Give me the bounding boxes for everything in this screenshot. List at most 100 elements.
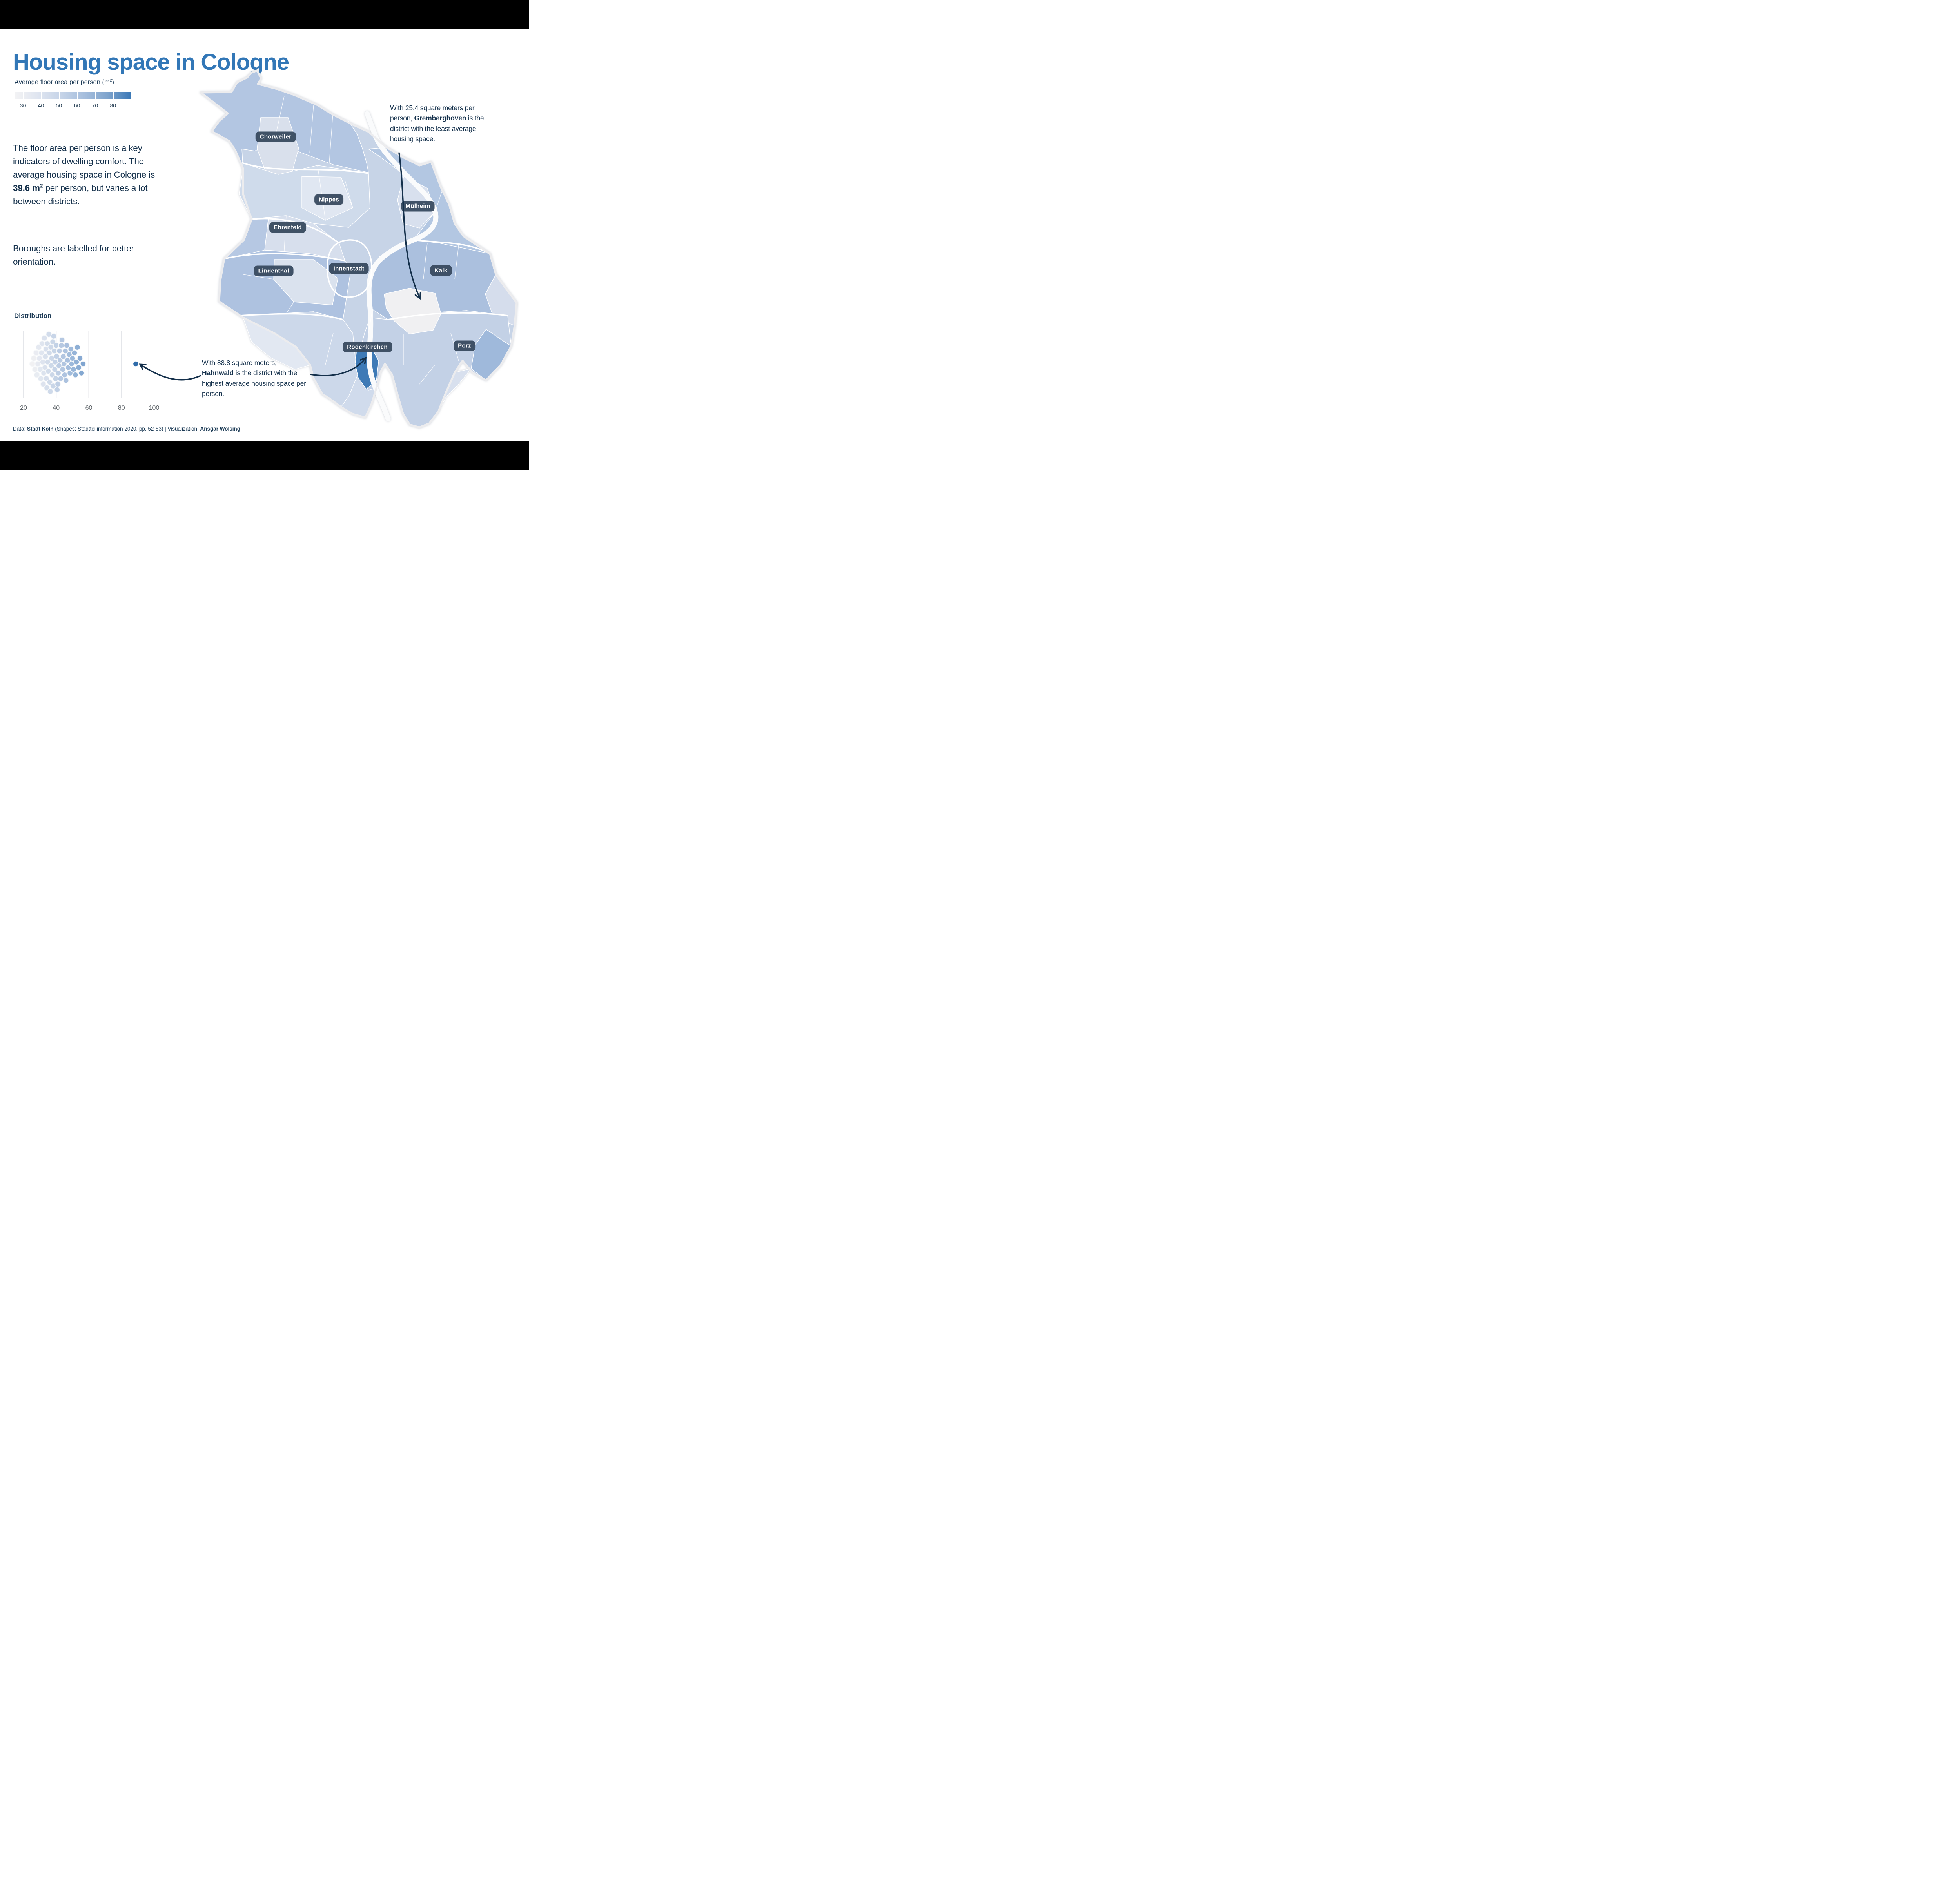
beeswarm-dot: [32, 366, 38, 372]
beeswarm-dot: [41, 335, 48, 342]
beeswarm-dot: [60, 366, 66, 372]
beeswarm-dot: [60, 353, 67, 360]
beeswarm-dot: [56, 348, 63, 354]
beeswarm-dot: [51, 333, 57, 340]
beeswarm-dot: [54, 387, 60, 393]
x-axis-tick-label: 40: [53, 405, 60, 411]
beeswarm-dot: [78, 370, 85, 376]
letterbox-top: [0, 0, 529, 29]
beeswarm-dot: [38, 375, 44, 382]
x-axis-tick-label: 100: [149, 405, 160, 411]
borough-label-porz: Porz: [454, 340, 475, 351]
legend-tick-label: 80: [110, 102, 116, 109]
beeswarm-dot: [42, 364, 48, 371]
distribution-beeswarm-chart: 20 40 60 80 100: [20, 331, 160, 411]
beeswarm-dot: [49, 372, 56, 378]
legend-tick-label: 70: [92, 102, 98, 109]
beeswarm-dot: [47, 388, 54, 395]
borough-label-ehrenfeld: Ehrenfeld: [269, 222, 306, 233]
beeswarm-dot: [40, 381, 47, 387]
beeswarm-dot: [53, 342, 60, 349]
beeswarm-dot: [75, 364, 82, 371]
borough-label-kalk: Kalk: [430, 265, 452, 276]
borough-label-lindenthal: Lindenthal: [254, 265, 294, 276]
beeswarm-dot: [43, 375, 50, 382]
x-axis-tick-label: 60: [85, 405, 93, 411]
source-credit: Data: Stadt Köln (Shapes; Stadtteilinfor…: [13, 426, 241, 432]
beeswarm-dot: [64, 342, 70, 349]
beeswarm-dot: [69, 355, 76, 362]
legend-tick-label: 30: [20, 102, 26, 109]
beeswarm-dot: [40, 359, 46, 365]
district-borders-thin: [243, 96, 459, 385]
legend-tick: [59, 91, 60, 99]
beeswarm-dot: [62, 372, 68, 378]
beeswarm-dot: [51, 348, 58, 354]
beeswarm-dot: [38, 350, 45, 356]
legend-gradient-bar: 30 40 50 60 70 80: [15, 91, 131, 109]
beeswarm-dot: [58, 375, 64, 382]
legend-title: Average floor area per person (m2): [15, 78, 114, 86]
beeswarm-dot: [44, 385, 50, 391]
annotation-hahnwald: With 88.8 square meters, Hahnwald is the…: [202, 359, 306, 398]
borough-label-chorweiler: Chorweiler: [255, 131, 296, 142]
x-axis-tick-label: 20: [20, 405, 27, 411]
color-legend: Average floor area per person (m2) 30 40 5…: [15, 78, 144, 109]
legend-tick-label: 60: [74, 102, 80, 109]
beeswarm-dot: [71, 350, 78, 356]
borough-label-innenstadt: Innenstadt: [329, 263, 369, 274]
beeswarm-dot: [48, 362, 54, 369]
beeswarm-dot: [59, 337, 65, 343]
legend-tick: [77, 91, 78, 99]
beeswarm-dot: [54, 381, 61, 387]
legend-tick-label: 40: [38, 102, 44, 109]
beeswarm-dot: [31, 355, 37, 362]
legend-tick: [23, 91, 24, 99]
infographic-canvas: Housing space in Cologne Average floor a…: [0, 0, 529, 470]
beeswarm-dot: [67, 370, 73, 376]
legend-tick-label: 50: [56, 102, 62, 109]
letterbox-bottom: [0, 441, 529, 470]
beeswarm-dot: [72, 372, 79, 378]
beeswarm-dot: [63, 377, 69, 384]
cologne-map-container: Chorweiler Nippes Mülheim Ehrenfeld Lindenth…: [184, 59, 529, 431]
cologne-choropleth-map: [200, 69, 518, 429]
annotation-gremberghoven: With 25.4 square meters per person, Grem…: [390, 104, 484, 143]
legend-tick: [95, 91, 96, 99]
beeswarm-dot: [55, 370, 62, 376]
legend-tick: [41, 91, 42, 99]
beeswarm-dot: [45, 359, 51, 365]
borough-label-rodenkirchen: Rodenkirchen: [343, 342, 392, 352]
borough-label-mlheim: Mülheim: [401, 201, 435, 212]
intro-paragraph-1: The floor area per person is a key indic…: [13, 143, 155, 207]
beeswarm-dot-hahnwald: [132, 361, 139, 367]
beeswarm-dot: [34, 372, 40, 378]
beeswarm-dot: [53, 353, 60, 360]
beeswarm-dot: [44, 340, 51, 347]
beeswarm-dot: [42, 353, 49, 360]
beeswarm-dot: [33, 350, 40, 356]
beeswarm-dot: [47, 344, 54, 351]
beeswarm-dot: [67, 346, 74, 352]
intro-paragraph-2: Boroughs are labelled for better orienta…: [13, 243, 134, 267]
beeswarm-dot: [77, 355, 83, 362]
beeswarm-dot: [58, 342, 65, 349]
beeswarm-dot: [51, 366, 58, 372]
beeswarm-dot: [73, 359, 80, 365]
x-axis-tick-label: 80: [118, 405, 125, 411]
beeswarm-dot: [39, 340, 45, 347]
beeswarm-dot: [29, 361, 36, 367]
legend-tick: [113, 91, 114, 99]
beeswarm-dot: [53, 375, 59, 382]
beeswarm-dot: [61, 361, 67, 367]
beeswarm-dot: [62, 348, 69, 354]
beeswarm-dot: [70, 366, 77, 372]
beeswarm-dot: [45, 368, 52, 374]
page-title: Housing space in Cologne: [13, 49, 289, 75]
beeswarm-dot: [35, 344, 42, 351]
beeswarm-dot: [47, 379, 53, 385]
distribution-heading: Distribution: [14, 312, 52, 320]
beeswarm-dot: [80, 361, 86, 367]
beeswarm-dot: [74, 344, 81, 351]
borough-label-nippes: Nippes: [314, 194, 343, 205]
